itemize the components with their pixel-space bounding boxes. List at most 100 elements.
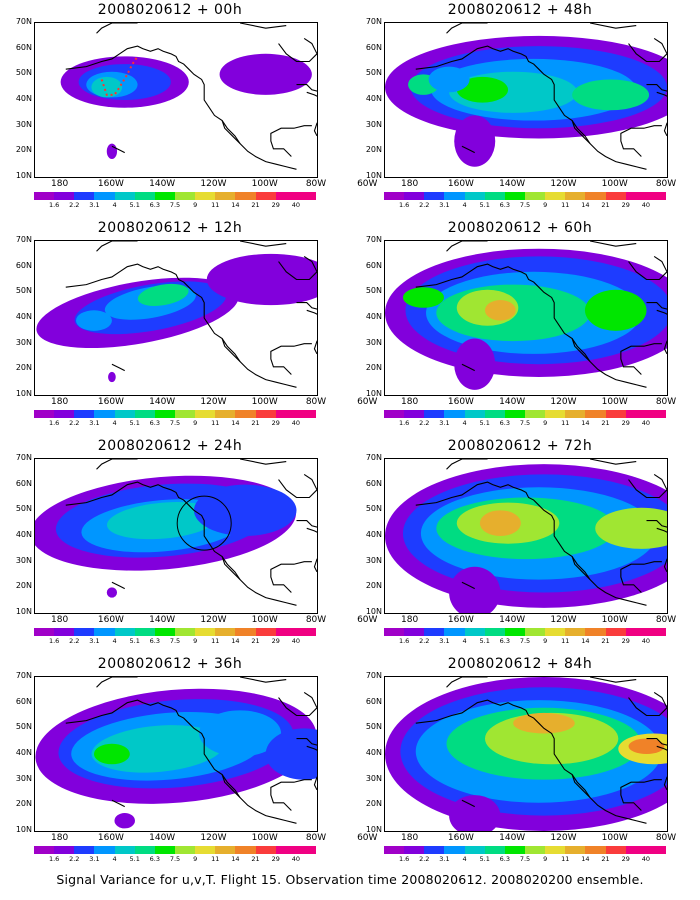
colorbar-label: 21	[251, 419, 260, 427]
colorbar-swatch	[645, 846, 666, 854]
colorbar-swatch	[255, 846, 276, 854]
coastline-icon	[306, 527, 317, 533]
colorbar-label: 4	[112, 637, 117, 645]
lat-label: 40N	[365, 530, 382, 539]
lon-label: 60W	[357, 833, 378, 843]
map-area	[384, 240, 668, 396]
variance-contour	[484, 300, 516, 321]
coastline-icon	[221, 120, 241, 145]
lon-label: 100W	[251, 615, 278, 625]
coastline-icon	[646, 520, 667, 528]
colorbar-label: 6.3	[499, 201, 511, 209]
map-area	[34, 676, 318, 832]
coastline-icon	[170, 53, 297, 170]
colorbar-label: 2.2	[69, 201, 80, 209]
variance-contour	[219, 53, 312, 95]
colorbar-swatch	[565, 628, 586, 636]
coastline-icon	[620, 343, 662, 375]
variance-contour	[595, 507, 667, 549]
colorbar-swatch	[275, 628, 296, 636]
lat-label: 30N	[15, 773, 32, 783]
colorbar-swatch	[295, 410, 316, 418]
colorbar-label: 6.3	[149, 201, 161, 209]
lat-label: 20N	[15, 145, 32, 155]
lat-label: 10N	[365, 607, 382, 616]
colorbar-label: 2.2	[69, 419, 80, 427]
lat-label: 50N	[15, 504, 32, 514]
colorbar-label: 11	[211, 419, 220, 427]
colorbar-label: 2.2	[69, 855, 80, 863]
lat-label: 10N	[15, 607, 32, 616]
colorbar-label: 5.1	[129, 419, 140, 427]
colorbar-label: 6.3	[499, 855, 511, 863]
colorbar-label: 2.2	[419, 419, 430, 427]
colorbar-swatch	[215, 410, 236, 418]
map-panel: 2008020612 + 00h 70N 60N 50N 40N 30N 20N 10N 180…	[0, 0, 378, 210]
lat-label: 70N	[15, 453, 32, 462]
lat-label: 30N	[365, 337, 382, 347]
coastline-icon	[589, 241, 637, 247]
colorbar-label: 29	[621, 419, 630, 427]
panel-title: 2008020612 + 48h	[447, 2, 593, 18]
coastline-icon	[96, 459, 138, 470]
colorbar-label: 11	[211, 637, 220, 645]
lon-label: 80W	[655, 833, 677, 843]
variance-contour	[454, 338, 496, 390]
coastline-icon	[65, 263, 172, 288]
coastline-icon	[589, 23, 637, 29]
colorbar-swatch	[545, 846, 566, 854]
colorbar-swatch	[585, 628, 606, 636]
colorbar-swatch	[114, 628, 135, 636]
colorbar-label: 4	[462, 201, 467, 209]
lat-label: 20N	[15, 363, 32, 373]
lon-label: 160W	[447, 397, 474, 407]
coastline-icon	[313, 340, 317, 355]
coastline-icon	[96, 241, 138, 252]
coastline-icon	[620, 779, 662, 811]
lat-label: 40N	[15, 530, 32, 539]
colorbar-swatch	[424, 192, 445, 200]
lon-label: 80W	[655, 615, 677, 625]
colorbar-swatch	[545, 192, 566, 200]
lon-label: 80W	[305, 833, 327, 843]
colorbar-label: 14	[581, 419, 590, 427]
colorbar-swatch	[255, 410, 276, 418]
colorbar-label: 3.1	[439, 855, 450, 863]
colorbar-label: 11	[561, 419, 570, 427]
lat-label: 20N	[15, 799, 32, 809]
lon-label: 100W	[601, 833, 628, 843]
lon-label: 160W	[97, 397, 124, 407]
colorbar-label: 9	[193, 637, 198, 645]
panel-title: 2008020612 + 60h	[447, 220, 593, 236]
map-panel: 2008020612 + 48h 70N 60N 50N 40N 30N 20N 10N 180…	[350, 0, 690, 210]
colorbar-label: 40	[641, 201, 650, 209]
colorbar-label: 40	[291, 201, 300, 209]
colorbar-swatch	[255, 628, 276, 636]
colorbar-label: 9	[193, 855, 198, 863]
colorbar-label: 1.6	[48, 201, 60, 209]
colorbar-label: 29	[271, 419, 280, 427]
map-panel: 2008020612 + 12h 70N 60N 50N 40N 30N 20N 10N 180…	[0, 218, 378, 428]
coastline-icon	[571, 774, 591, 799]
colorbar-label: 9	[543, 419, 548, 427]
colorbar-swatch	[605, 846, 626, 854]
lat-label: 30N	[15, 337, 32, 347]
coastline-icon	[646, 738, 667, 746]
lat-label: 70N	[365, 671, 382, 680]
colorbar-swatch	[585, 846, 606, 854]
colorbar-swatch	[114, 410, 135, 418]
lon-label: 160W	[447, 615, 474, 625]
coastline-icon	[663, 558, 667, 573]
coastline-icon	[461, 145, 475, 154]
colorbar-label: 1.6	[398, 637, 410, 645]
coastline-icon	[571, 338, 591, 363]
colorbar-swatch	[484, 846, 505, 854]
colorbar-label: 9	[543, 855, 548, 863]
colorbar-swatch	[464, 846, 485, 854]
colorbar-swatch	[275, 410, 296, 418]
lat-label: 10N	[365, 389, 382, 398]
lon-label: 100W	[251, 397, 278, 407]
coastline-icon	[656, 309, 667, 315]
colorbar-label: 40	[641, 855, 650, 863]
colorbar-swatch	[404, 628, 425, 636]
